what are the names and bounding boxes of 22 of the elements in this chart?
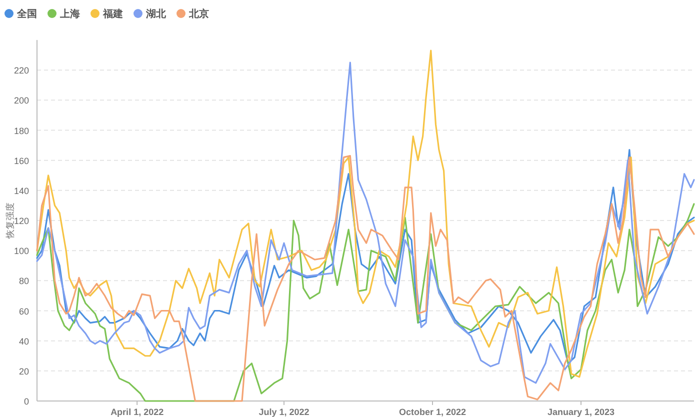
legend-label: 全国 [16,8,37,20]
y-tick-label: 80 [18,276,29,286]
x-tick-label: January 1, 2023 [547,407,615,417]
y-tick-label: 100 [14,246,29,256]
y-tick-label: 0 [24,396,29,406]
y-tick-label: 160 [14,156,29,166]
x-tick-label: July 1, 2022 [258,407,310,417]
y-tick-label: 120 [14,216,29,226]
y-tick-label: 140 [14,186,29,196]
legend-label: 北京 [188,8,209,20]
y-tick-label: 40 [18,336,29,346]
y-tick-label: 220 [14,66,29,76]
legend-label: 湖北 [145,8,167,20]
y-axis-title: 恢复强度 [5,202,15,240]
y-tick-label: 60 [18,306,29,316]
y-tick-label: 180 [14,126,29,136]
x-tick-label: April 1, 2022 [110,407,164,417]
y-tick-label: 20 [18,366,29,376]
legend-label: 福建 [102,8,123,20]
legend-label: 上海 [59,8,80,20]
y-tick-label: 200 [14,96,29,106]
x-tick-label: October 1, 2022 [398,407,466,417]
